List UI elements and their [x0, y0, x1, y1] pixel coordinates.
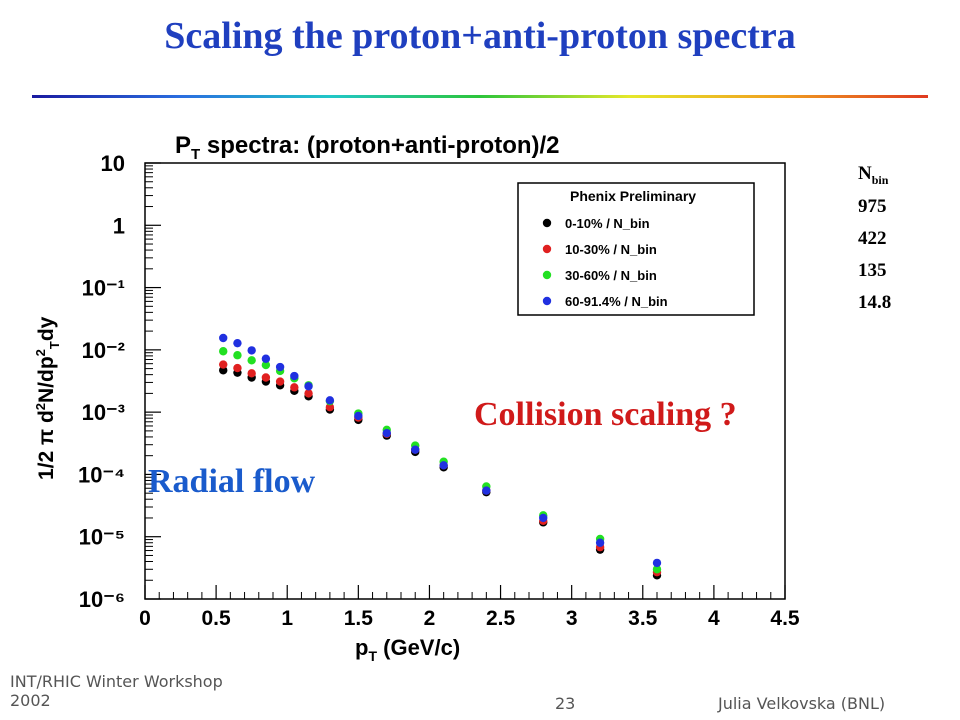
x-axis-label: pT (GeV/c): [355, 635, 460, 664]
data-point-series-1: [261, 373, 271, 382]
page-number: 23: [555, 694, 576, 713]
data-point-series-3: [411, 445, 420, 454]
data-point-series-3: [382, 428, 391, 438]
data-point-series-2: [233, 351, 242, 360]
data-point-series-3: [275, 362, 285, 372]
data-point-series-3: [595, 538, 605, 547]
data-point-series-3: [539, 513, 548, 523]
data-point-series-3: [354, 411, 363, 421]
x-tick-label: 2.5: [486, 607, 516, 630]
x-tick-label: 4: [708, 607, 720, 630]
legend-title: Phenix Preliminary: [570, 188, 696, 204]
legend-marker: [542, 296, 552, 306]
x-tick-label: 3.5: [628, 607, 658, 630]
data-point-series-2: [219, 347, 228, 356]
legend-marker: [542, 244, 552, 254]
y-tick-label: 10⁻³: [82, 400, 125, 425]
y-axis-label: 1/2 π d2N/dp2Tdy: [33, 316, 62, 480]
legend-label: 0-10% / N_bin: [565, 216, 650, 231]
title-divider: [32, 95, 928, 98]
x-tick-label: 1: [281, 607, 293, 630]
data-point-series-1: [247, 369, 256, 378]
legend-label: 30-60% / N_bin: [565, 268, 657, 283]
data-point-series-3: [290, 371, 299, 381]
x-tick-label: 4.5: [770, 607, 800, 630]
x-tick-label: 0: [139, 607, 151, 630]
data-point-series-3: [482, 486, 491, 495]
y-tick-label: 10⁻⁶: [79, 587, 125, 612]
footer-workshop: INT/RHIC Winter Workshop 2002: [10, 672, 223, 710]
data-point-series-1: [219, 360, 228, 369]
legend-box: [517, 182, 755, 316]
y-tick-label: 10⁻¹: [82, 276, 125, 301]
data-point-series-3: [652, 558, 662, 568]
nbin-header: Nbin: [858, 163, 889, 187]
legend-marker: [542, 218, 552, 228]
legend-label: 60-91.4% / N_bin: [565, 294, 668, 309]
nbin-table: Nbin 975 422 135 14.8: [858, 163, 891, 319]
data-point-series-2: [652, 565, 662, 574]
y-tick-label: 1: [113, 213, 125, 238]
y-tick-label: 10⁻²: [82, 338, 125, 363]
legend-marker: [542, 270, 552, 280]
nbin-value: 975: [858, 195, 887, 217]
data-point-series-1: [290, 383, 299, 392]
x-axis: 0 0.5 1 1.5 2 2.5 3 3.5 4 4.5: [139, 585, 800, 630]
nbin-value: 135: [858, 259, 887, 281]
y-tick-label: 10: [101, 151, 125, 176]
x-tick-label: 2: [424, 607, 436, 630]
y-tick-label: 10⁻⁴: [78, 462, 125, 487]
data-point-series-2: [261, 360, 271, 370]
legend: Phenix Preliminary 0-10% / N_bin 10-30% /…: [517, 182, 755, 316]
legend-label: 10-30% / N_bin: [565, 242, 657, 257]
x-tick-label: 0.5: [202, 607, 232, 630]
data-point-series-1: [275, 377, 285, 386]
data-point-series-1: [304, 389, 313, 398]
data-point-series-3: [304, 382, 313, 391]
nbin-value: 422: [858, 227, 887, 249]
footer-author: Julia Velkovska (BNL): [718, 694, 886, 713]
chart-title: PT spectra: (proton+anti-proton)/2: [175, 132, 560, 163]
data-point-series-3: [247, 346, 256, 355]
data-point-series-2: [247, 356, 256, 365]
radial-flow-note: Radial flow: [148, 463, 316, 500]
data-point-series-1: [233, 363, 242, 373]
slide-title: Scaling the proton+anti-proton spectra: [164, 15, 796, 57]
nbin-value: 14.8: [858, 291, 892, 313]
y-tick-label: 10⁻⁵: [79, 525, 125, 550]
data-point-series-3: [233, 338, 242, 348]
data-points: [219, 333, 662, 580]
data-point-series-3: [261, 354, 271, 363]
data-point-series-3: [325, 396, 335, 405]
x-tick-label: 3: [566, 607, 578, 630]
y-axis: 10 1 10⁻¹ 10⁻² 10⁻³ 10⁻⁴ 10⁻⁵ 10⁻⁶: [78, 151, 161, 612]
data-point-series-1: [325, 403, 335, 412]
x-tick-label: 1.5: [344, 607, 374, 630]
collision-scaling-note: Collision scaling ?: [474, 396, 737, 433]
data-point-series-3: [219, 333, 228, 343]
data-point-series-3: [439, 461, 448, 470]
